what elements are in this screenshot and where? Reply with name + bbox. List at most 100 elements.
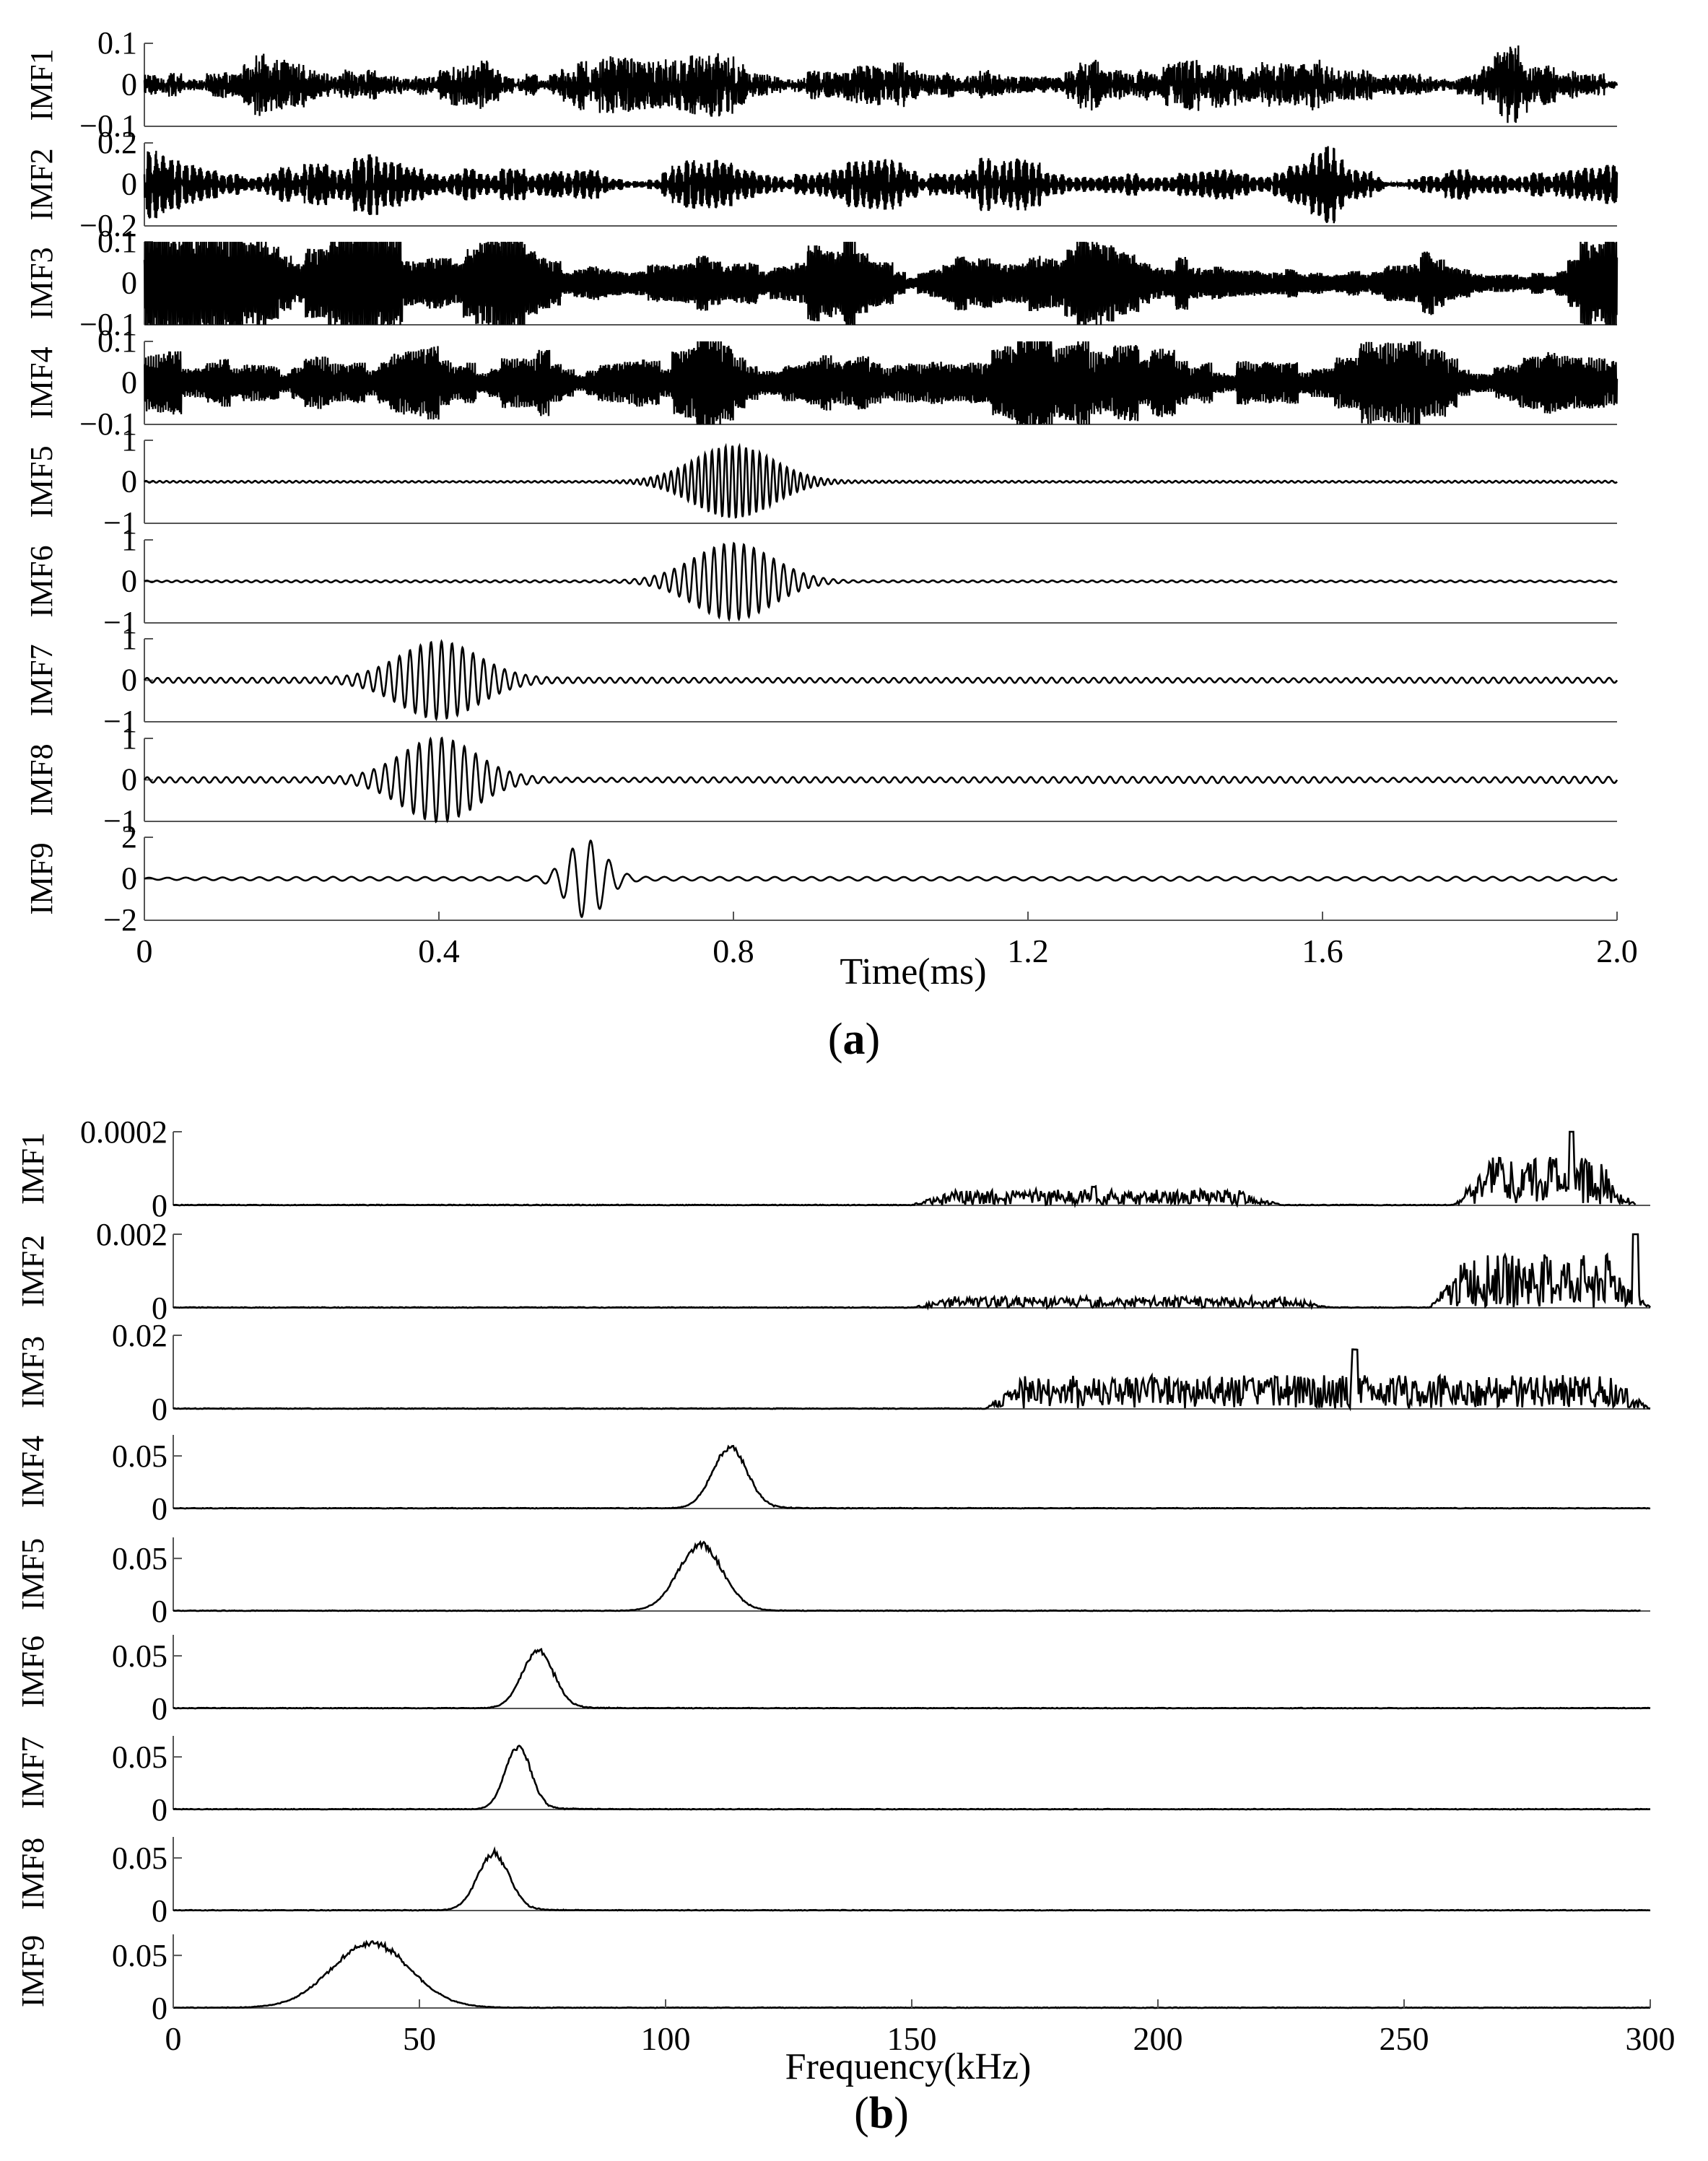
x-tick-label: 150 bbox=[887, 2020, 937, 2057]
series-label: IMF7 bbox=[24, 644, 59, 716]
y-tick-label: 0.05 bbox=[112, 1938, 167, 1973]
series-label: IMF3 bbox=[15, 1336, 51, 1408]
y-tick-label: 0.05 bbox=[112, 1638, 167, 1674]
x-tick-label: 100 bbox=[641, 2020, 691, 2057]
x-tick-label: 50 bbox=[403, 2020, 436, 2057]
spectrum-trace bbox=[173, 1233, 1652, 1311]
caption-b: (b) bbox=[854, 2089, 909, 2138]
y-tick-label: 0 bbox=[121, 67, 137, 102]
y-tick-label: 0 bbox=[152, 1291, 167, 1326]
y-tick-label: 0 bbox=[121, 861, 137, 896]
x-tick-label: 200 bbox=[1133, 2020, 1183, 2057]
y-tick-label: 0 bbox=[152, 1188, 167, 1223]
x-tick-label: 300 bbox=[1626, 2020, 1676, 2057]
caption-a: (a) bbox=[827, 1015, 881, 1064]
y-tick-label: 0 bbox=[121, 266, 137, 301]
x-axis-b: 0 50 100 150 200 250 300 Frequency(kHz) bbox=[165, 1999, 1676, 2087]
subplot-b-imf4: 0.05 0 IMF4 bbox=[15, 1435, 1651, 1527]
y-tick-label: 0 bbox=[121, 564, 137, 599]
spectrum-trace bbox=[173, 1444, 1651, 1510]
subplot-a-imf7: 1 0 −1 IMF7 bbox=[24, 621, 1618, 739]
spectrum-trace bbox=[173, 1647, 1651, 1710]
subplot-a-imf4: 0.1 0 −0.1 IMF4 bbox=[24, 323, 1618, 442]
x-axis-title: Time(ms) bbox=[840, 951, 986, 992]
series-label: IMF1 bbox=[24, 48, 59, 121]
x-tick-label: 0 bbox=[136, 933, 153, 969]
subplot-a-imf5: 1 0 −1 IMF5 bbox=[24, 422, 1618, 541]
y-tick-label: 0 bbox=[121, 663, 137, 698]
x-tick-label: 1.2 bbox=[1007, 933, 1049, 969]
subplot-b-imf5: 0.05 0 IMF5 bbox=[15, 1537, 1650, 1629]
subplot-a-imf2: 0.2 0 −0.2 IMF2 bbox=[24, 125, 1618, 243]
y-tick-label: 1 bbox=[121, 621, 137, 656]
subplot-b-imf2: 0.002 0 IMF2 bbox=[15, 1217, 1652, 1326]
y-tick-label: 0.0002 bbox=[80, 1114, 167, 1150]
subplot-a-imf6: 1 0 −1 IMF6 bbox=[24, 522, 1618, 640]
y-tick-label: 1 bbox=[121, 522, 137, 557]
subplot-b-imf7: 0.05 0 IMF7 bbox=[15, 1736, 1651, 1828]
x-tick-label: 250 bbox=[1380, 2020, 1429, 2057]
subplot-a-imf8: 1 0 −1 IMF8 bbox=[24, 720, 1618, 839]
series-label: IMF6 bbox=[15, 1636, 51, 1708]
series-label: IMF9 bbox=[24, 842, 59, 914]
y-tick-label: −0.1 bbox=[79, 307, 137, 342]
spectrum-trace bbox=[173, 1348, 1651, 1412]
signal-trace bbox=[143, 45, 1618, 123]
x-tick-label: 0.8 bbox=[713, 933, 754, 969]
x-axis-title: Frequency(kHz) bbox=[785, 2046, 1032, 2087]
y-tick-label: 0.1 bbox=[97, 224, 137, 259]
subplot-a-imf9: 2 0 −2 IMF9 bbox=[24, 819, 1618, 938]
y-tick-label: 0.05 bbox=[112, 1739, 167, 1775]
y-tick-label: 0 bbox=[152, 1991, 167, 2026]
y-tick-label: −1 bbox=[103, 704, 137, 739]
caption-b-letter: b bbox=[868, 2089, 894, 2138]
spectrum-trace bbox=[173, 1540, 1641, 1612]
subplot-a-imf3: 0.1 0 −0.1 IMF3 bbox=[24, 224, 1618, 342]
spectrum-trace bbox=[173, 1846, 1651, 1912]
series-label: IMF5 bbox=[15, 1538, 51, 1610]
x-tick-label: 2.0 bbox=[1596, 933, 1638, 969]
y-tick-label: −1 bbox=[103, 803, 137, 839]
series-label: IMF7 bbox=[15, 1737, 51, 1809]
series-label: IMF6 bbox=[24, 545, 59, 617]
series-label: IMF8 bbox=[15, 1838, 51, 1910]
y-tick-label: −0.1 bbox=[79, 108, 137, 144]
y-tick-label: 0.02 bbox=[112, 1318, 167, 1353]
y-tick-label: 0 bbox=[152, 1594, 167, 1629]
y-tick-label: 0 bbox=[121, 365, 137, 401]
y-tick-label: 0.05 bbox=[112, 1541, 167, 1576]
y-tick-label: 0.05 bbox=[112, 1841, 167, 1876]
signal-trace bbox=[144, 541, 1618, 622]
y-tick-label: 1 bbox=[121, 720, 137, 756]
series-label: IMF3 bbox=[24, 247, 59, 319]
y-tick-label: 0 bbox=[121, 167, 137, 202]
series-label: IMF4 bbox=[15, 1436, 51, 1508]
x-tick-label: 0.4 bbox=[418, 933, 460, 969]
y-tick-label: 0.002 bbox=[96, 1217, 167, 1252]
signal-trace bbox=[143, 736, 1618, 824]
subplot-b-imf9: 0.05 0 IMF9 bbox=[15, 1934, 1651, 2026]
subplot-b-imf1: 0.0002 0 IMF1 bbox=[15, 1114, 1650, 1223]
subplot-a-imf1: 0.1 0 −0.1 IMF1 bbox=[24, 25, 1618, 144]
spectrum-trace bbox=[173, 1939, 1651, 2009]
y-tick-label: −0.2 bbox=[79, 208, 137, 243]
subplot-b-imf3: 0.02 0 IMF3 bbox=[15, 1318, 1651, 1427]
x-tick-label: 1.6 bbox=[1302, 933, 1343, 969]
panel-b-frequency-domain: 0.00020IMF10.0020IMF20.020IMF30.050IMF40… bbox=[15, 1114, 1676, 2087]
signal-trace bbox=[144, 341, 1618, 425]
panel-a-time-domain: 0.10−0.1IMF10.20−0.2IMF20.10−0.1IMF30.10… bbox=[24, 25, 1638, 992]
y-tick-label: 0.1 bbox=[97, 25, 137, 61]
y-tick-label: 0 bbox=[152, 1491, 167, 1527]
subplot-b-imf8: 0.05 0 IMF8 bbox=[15, 1837, 1651, 1929]
y-tick-label: 0 bbox=[152, 1691, 167, 1726]
y-tick-label: 0.1 bbox=[97, 323, 137, 359]
spectrum-trace bbox=[173, 1130, 1637, 1208]
y-tick-label: 2 bbox=[121, 819, 137, 855]
subplot-b-imf6: 0.05 0 IMF6 bbox=[15, 1635, 1651, 1726]
series-label: IMF1 bbox=[15, 1132, 51, 1205]
signal-trace bbox=[143, 639, 1618, 722]
y-tick-label: −1 bbox=[103, 605, 137, 640]
spectrum-trace bbox=[173, 1745, 1651, 1811]
series-label: IMF5 bbox=[24, 445, 59, 518]
